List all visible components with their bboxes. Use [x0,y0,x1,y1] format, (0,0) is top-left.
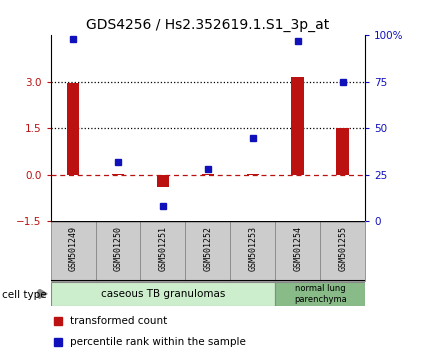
Text: GSM501254: GSM501254 [293,226,302,271]
Text: GSM501252: GSM501252 [203,226,213,271]
Bar [51,221,95,281]
Bar [337,128,349,175]
Bar [140,221,185,281]
Bar [185,221,231,281]
Bar [246,174,259,175]
Bar [202,174,214,175]
Bar [112,174,125,175]
Text: transformed count: transformed count [70,316,168,326]
Text: GSM501251: GSM501251 [158,226,168,271]
Text: GSM501255: GSM501255 [338,226,347,271]
Text: GSM501249: GSM501249 [69,226,77,271]
Bar [275,221,320,281]
Bar [320,221,365,281]
Bar [157,175,169,187]
Text: normal lung
parenchyma: normal lung parenchyma [294,284,347,303]
Bar [275,282,365,306]
Bar [67,84,79,175]
Text: GSM501253: GSM501253 [248,226,257,271]
Bar [291,77,304,175]
Text: caseous TB granulomas: caseous TB granulomas [101,289,225,299]
Bar [51,282,275,306]
Text: percentile rank within the sample: percentile rank within the sample [70,337,246,347]
FancyArrow shape [38,289,47,299]
Text: GSM501250: GSM501250 [114,226,122,271]
Text: cell type: cell type [2,290,47,299]
Bar [95,221,140,281]
Title: GDS4256 / Hs2.352619.1.S1_3p_at: GDS4256 / Hs2.352619.1.S1_3p_at [86,18,330,32]
Bar [231,221,275,281]
